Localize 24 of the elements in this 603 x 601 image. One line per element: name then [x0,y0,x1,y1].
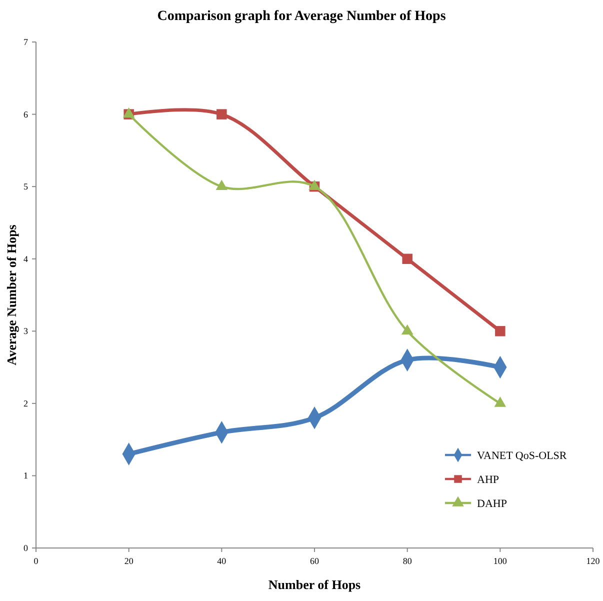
legend-label: AHP [477,474,500,486]
y-tick-label: 7 [24,37,28,47]
y-tick-label: 2 [24,398,28,408]
y-tick-label: 0 [24,543,28,553]
x-tick-label: 80 [402,556,412,566]
x-tick-label: 40 [217,556,227,566]
x-tick-label: 100 [493,556,508,566]
legend-label: DAHP [477,498,507,510]
x-tick-label: 60 [310,556,320,566]
x-tick-label: 0 [34,556,39,566]
x-tick-label: 20 [124,556,134,566]
x-axis-title: Number of Hops [268,577,361,592]
y-tick-label: 1 [24,470,28,481]
y-tick-label: 5 [24,182,28,192]
y-tick-label: 6 [24,109,28,120]
legend-label: VANET QoS-OLSR [477,450,568,462]
point [402,254,412,264]
point [495,326,506,336]
chart-title: Comparison graph for Average Number of Hops [157,9,446,24]
y-tick-label: 3 [24,326,28,336]
x-tick-label: 120 [586,556,600,566]
y-axis-title: Average Number of Hops [4,224,19,366]
y-tick-label: 4 [24,254,28,264]
point [216,109,227,120]
